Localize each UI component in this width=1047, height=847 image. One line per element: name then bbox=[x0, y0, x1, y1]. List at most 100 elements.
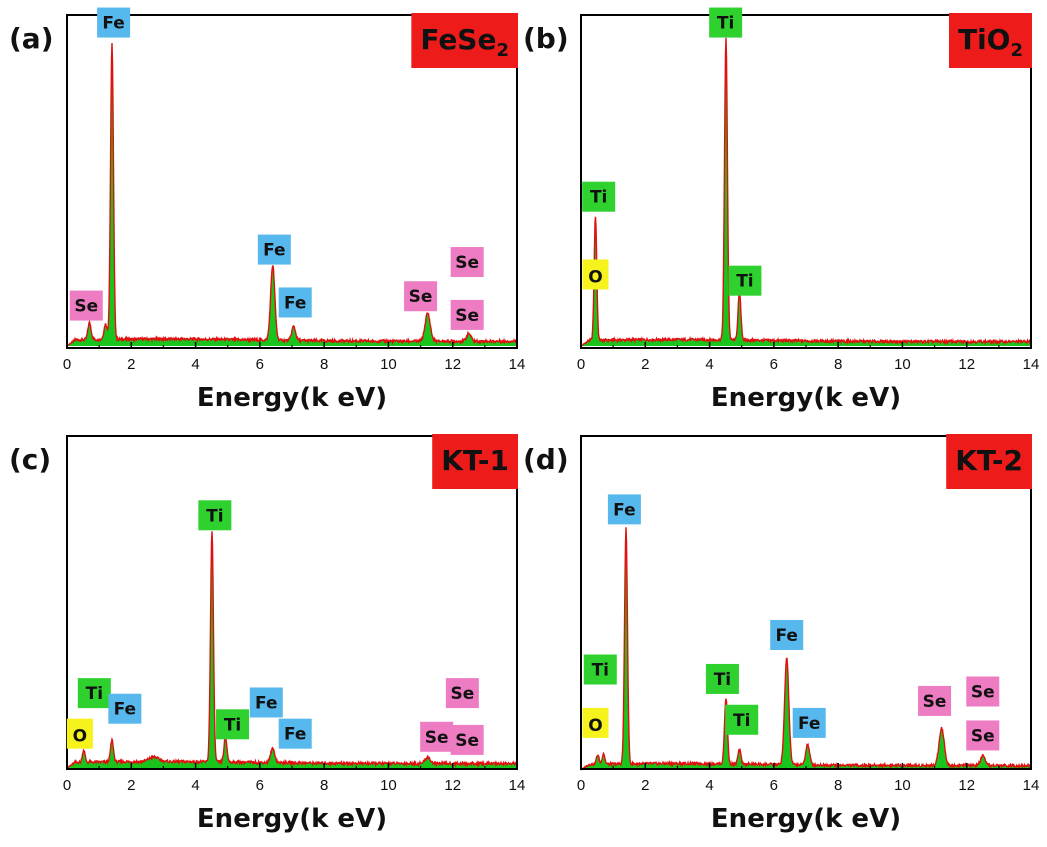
peak-label-box bbox=[69, 290, 103, 321]
peak-label-se: Se bbox=[450, 724, 484, 755]
x-tick-label: 2 bbox=[127, 777, 135, 794]
peak-label-box bbox=[725, 704, 759, 735]
peak-label-ti: Ti bbox=[216, 709, 250, 740]
peak-label-text: Ti bbox=[717, 14, 734, 34]
peak-label-box bbox=[278, 287, 312, 318]
peak-label-o: O bbox=[582, 707, 609, 738]
peak-label-text: Ti bbox=[714, 670, 731, 690]
sample-title-text: KT-1 bbox=[441, 444, 509, 477]
peak-label-text: Fe bbox=[798, 714, 820, 734]
spectrum-line bbox=[66, 531, 518, 769]
peak-label-se: Se bbox=[966, 720, 1000, 751]
peak-label-text: Ti bbox=[736, 272, 753, 292]
peak-label-box bbox=[404, 281, 438, 312]
x-tick-label: 12 bbox=[958, 356, 975, 373]
peak-label-box bbox=[450, 299, 484, 330]
x-tick-label: 2 bbox=[641, 777, 649, 794]
x-tick-label: 10 bbox=[894, 777, 911, 794]
peak-label-fe: Fe bbox=[607, 494, 641, 525]
peak-label-box bbox=[216, 709, 250, 740]
peak-label-ti: Ti bbox=[725, 704, 759, 735]
peak-label-box bbox=[450, 247, 484, 278]
x-tick-label: 4 bbox=[191, 777, 199, 794]
sample-title-text: KT-2 bbox=[955, 444, 1023, 477]
panel-label: (a) bbox=[9, 22, 54, 55]
peak-label-box bbox=[108, 693, 142, 724]
sample-title: KT-1 bbox=[432, 434, 518, 489]
x-tick-label: 6 bbox=[770, 356, 778, 373]
x-tick-label: 12 bbox=[444, 356, 461, 373]
x-tick-label: 8 bbox=[834, 356, 842, 373]
sample-title-box bbox=[411, 13, 518, 68]
x-tick-label: 0 bbox=[63, 777, 71, 794]
peak-label-text: Se bbox=[425, 728, 449, 748]
peak-label-text: Se bbox=[455, 731, 479, 751]
peak-label-text: Se bbox=[74, 297, 98, 317]
sample-title: TiO2 bbox=[948, 13, 1032, 68]
peak-label-fe: Fe bbox=[278, 287, 312, 318]
peak-label-box bbox=[97, 7, 131, 38]
peak-label-box bbox=[792, 707, 826, 738]
peak-label-text: Se bbox=[971, 683, 995, 703]
peak-label-text: Se bbox=[455, 306, 479, 326]
peak-label-box bbox=[257, 234, 291, 265]
x-axis-label: Energy(k eV) bbox=[711, 804, 901, 834]
peak-label-se: Se bbox=[420, 721, 454, 752]
peak-label-box bbox=[966, 676, 1000, 707]
peak-label-fe: Fe bbox=[249, 687, 283, 718]
peak-label-text: Fe bbox=[263, 241, 285, 261]
x-tick-label: 4 bbox=[705, 356, 713, 373]
peak-label-box bbox=[607, 494, 641, 525]
x-tick-label: 6 bbox=[256, 356, 264, 373]
peak-label-text: O bbox=[73, 727, 87, 747]
peak-label-text: Fe bbox=[613, 500, 635, 520]
peak-label-fe: Fe bbox=[278, 718, 312, 749]
peak-label-box bbox=[420, 721, 454, 752]
peak-label-ti: Ti bbox=[705, 663, 739, 694]
peak-label-ti: Ti bbox=[583, 654, 617, 685]
x-axis-label: Energy(k eV) bbox=[711, 383, 901, 413]
x-axis-label: Energy(k eV) bbox=[197, 804, 387, 834]
peak-label-se: Se bbox=[966, 676, 1000, 707]
x-tick-label: 0 bbox=[63, 356, 71, 373]
panel-c: 0 2 4 6 8 10 12 14 Energy(k eV) (c) KT-1 Ti Ti O Fe Ti F… bbox=[9, 434, 525, 834]
peak-label-text: Fe bbox=[284, 725, 306, 745]
peak-label-ti: Ti bbox=[77, 678, 111, 709]
peak-label-fe: Fe bbox=[792, 707, 826, 738]
peak-label-ti: Ti bbox=[709, 7, 743, 38]
peak-label-text: Ti bbox=[590, 188, 607, 208]
x-tick-label: 4 bbox=[191, 356, 199, 373]
peak-label-se: Se bbox=[404, 281, 438, 312]
peak-label-se: Se bbox=[918, 685, 952, 716]
x-tick-label: 4 bbox=[705, 777, 713, 794]
peak-label-box bbox=[709, 7, 743, 38]
peak-label-text: O bbox=[588, 267, 602, 287]
peak-label-text: Fe bbox=[114, 700, 136, 720]
peak-label-box bbox=[582, 259, 609, 290]
peak-label-box bbox=[66, 718, 93, 749]
panel-label: (b) bbox=[523, 22, 569, 55]
peak-label-box bbox=[582, 707, 609, 738]
panel-label: (d) bbox=[523, 443, 569, 476]
x-tick-label: 14 bbox=[1023, 356, 1040, 373]
x-axis-label: Energy(k eV) bbox=[197, 383, 387, 413]
peak-label-text: Se bbox=[971, 726, 995, 746]
sample-title: FeSe2 bbox=[411, 13, 518, 68]
x-tick-label: 6 bbox=[770, 777, 778, 794]
peak-label-text: Fe bbox=[102, 14, 124, 34]
peak-label-o: O bbox=[582, 259, 609, 290]
peak-label-box bbox=[278, 718, 312, 749]
peak-label-text: Fe bbox=[775, 626, 797, 646]
x-tick-label: 14 bbox=[509, 356, 526, 373]
sample-title-box bbox=[946, 434, 1032, 489]
sample-title: KT-2 bbox=[946, 434, 1032, 489]
peak-label-fe: Fe bbox=[97, 7, 131, 38]
peak-label-se: Se bbox=[445, 678, 479, 709]
peak-label-box bbox=[966, 720, 1000, 751]
x-tick-label: 10 bbox=[380, 356, 397, 373]
peak-label-box bbox=[198, 500, 232, 531]
spectrum-line bbox=[580, 527, 1032, 771]
peak-label-box bbox=[249, 687, 283, 718]
peak-label-fe: Fe bbox=[257, 234, 291, 265]
